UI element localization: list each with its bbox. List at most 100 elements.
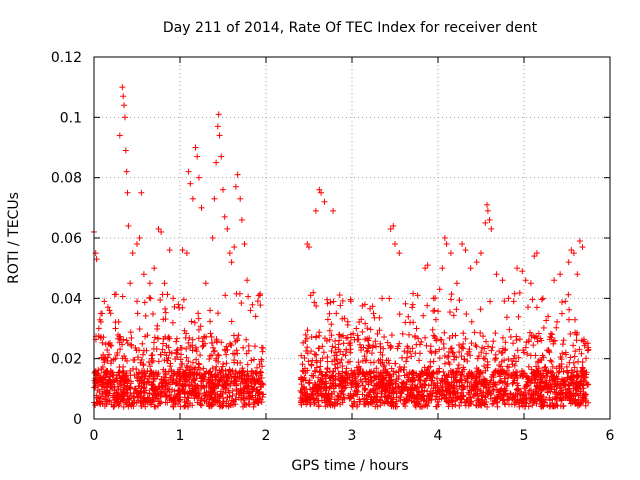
data-point (326, 310, 333, 317)
data-point (216, 132, 223, 139)
data-point (480, 355, 487, 362)
x-tick-label: 4 (434, 428, 443, 444)
data-point (505, 364, 512, 371)
data-point (392, 241, 398, 248)
data-point (387, 400, 394, 407)
data-point (478, 250, 484, 257)
data-point (578, 337, 585, 344)
data-point (551, 277, 558, 284)
data-point (135, 383, 142, 390)
data-point (257, 369, 264, 376)
data-point (250, 403, 257, 410)
data-point (123, 401, 130, 408)
data-point (482, 401, 489, 408)
y-tick-label: 0.12 (51, 50, 82, 66)
data-point (445, 359, 452, 366)
data-point (142, 333, 149, 340)
data-point (311, 400, 318, 407)
data-point (377, 402, 384, 409)
data-point (566, 316, 573, 323)
data-point (148, 401, 155, 408)
data-point (330, 368, 337, 375)
data-point (91, 379, 98, 386)
data-point (513, 358, 520, 365)
data-point (138, 403, 145, 410)
data-point (330, 207, 337, 214)
data-point (332, 344, 339, 351)
data-point (474, 355, 481, 362)
data-point (192, 382, 199, 389)
data-point (405, 387, 412, 394)
data-point (343, 348, 350, 355)
data-point (139, 340, 146, 347)
data-point (311, 299, 318, 306)
data-point (514, 380, 521, 387)
data-point (335, 341, 342, 348)
data-point (422, 401, 429, 408)
data-point (123, 374, 130, 381)
data-point (403, 358, 410, 365)
data-point (121, 102, 128, 109)
data-point (206, 379, 213, 386)
data-point (402, 300, 409, 307)
data-point (340, 391, 347, 398)
data-point (213, 159, 220, 166)
data-point (304, 350, 311, 357)
data-point (349, 372, 356, 379)
data-point (567, 330, 574, 337)
data-point (161, 349, 168, 356)
data-point (195, 174, 202, 181)
data-point (183, 398, 190, 405)
data-point (576, 238, 583, 245)
data-point (215, 111, 222, 118)
data-point (197, 323, 204, 330)
x-tick-label: 0 (90, 428, 99, 444)
data-point (387, 382, 394, 389)
data-point (248, 357, 255, 364)
data-point (500, 396, 507, 403)
data-point (312, 207, 319, 214)
data-point (191, 370, 198, 377)
data-point (232, 396, 239, 403)
data-point (130, 390, 137, 397)
data-point (522, 277, 529, 284)
data-point (454, 365, 461, 372)
data-point (359, 357, 366, 364)
data-point (384, 339, 391, 346)
data-point (237, 380, 244, 387)
data-point (475, 366, 482, 373)
data-point (467, 394, 474, 401)
data-point (323, 383, 330, 390)
data-point (357, 376, 364, 383)
data-point (238, 376, 245, 383)
data-point (382, 366, 389, 373)
data-point (407, 348, 414, 355)
data-point (460, 340, 467, 347)
data-point (336, 331, 343, 338)
data-point (548, 358, 555, 365)
data-point (171, 388, 178, 395)
data-point (344, 318, 351, 325)
data-point (106, 307, 113, 314)
data-point (241, 390, 248, 397)
data-point (95, 378, 102, 385)
data-point (405, 331, 412, 338)
data-point (173, 380, 180, 387)
data-point (131, 399, 138, 406)
data-point (301, 354, 308, 361)
data-point (330, 388, 337, 395)
data-point (415, 335, 422, 342)
data-point (519, 268, 526, 275)
data-point (368, 378, 375, 385)
data-point (353, 325, 360, 332)
data-point (111, 387, 118, 394)
data-point (215, 381, 222, 388)
data-point (182, 382, 189, 389)
data-point (173, 335, 180, 342)
data-point (211, 195, 218, 202)
data-point (328, 332, 335, 339)
data-point (196, 372, 203, 379)
data-point (349, 403, 356, 410)
data-point (555, 369, 562, 376)
data-point (201, 384, 208, 391)
